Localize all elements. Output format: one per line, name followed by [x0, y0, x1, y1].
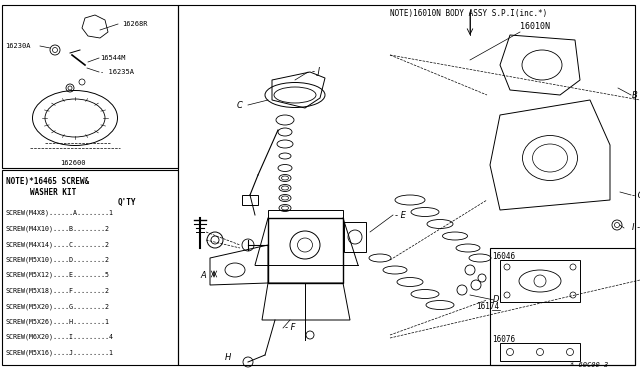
Text: - E: - E — [395, 211, 406, 219]
Text: SCREW(M5X26)....H........1: SCREW(M5X26)....H........1 — [5, 318, 109, 325]
Text: C: C — [237, 100, 243, 109]
Text: SCREW(M4X14)....C........2: SCREW(M4X14)....C........2 — [5, 241, 109, 247]
Text: NOTE)16010N BODY ASSY S.P.I(inc.*): NOTE)16010N BODY ASSY S.P.I(inc.*) — [390, 9, 547, 18]
Text: - G: - G — [632, 190, 640, 199]
Text: H: H — [225, 353, 231, 362]
Bar — [2, 170, 178, 365]
Text: NOTE)*16465 SCREW&: NOTE)*16465 SCREW& — [6, 177, 89, 186]
Text: 16174: 16174 — [476, 302, 499, 311]
Text: 16268R: 16268R — [122, 21, 147, 27]
Text: 16544M: 16544M — [100, 55, 125, 61]
Text: SCREW(M4X10)....B........2: SCREW(M4X10)....B........2 — [5, 225, 109, 232]
Text: 16230A: 16230A — [5, 43, 31, 49]
Text: A: A — [200, 270, 205, 279]
Text: 16076: 16076 — [492, 335, 515, 344]
Text: - 16235A: - 16235A — [100, 69, 134, 75]
Text: SCREW(M5X10)....D........2: SCREW(M5X10)....D........2 — [5, 257, 109, 263]
Bar — [344, 222, 366, 252]
Text: SCREW(M5X16)....J.........1: SCREW(M5X16)....J.........1 — [5, 350, 113, 356]
Text: 16046: 16046 — [492, 252, 515, 261]
Text: I -: I - — [632, 224, 640, 232]
Bar — [268, 218, 343, 283]
Text: - F: - F — [285, 324, 296, 333]
Text: - J: - J — [312, 67, 320, 77]
Text: D: D — [493, 295, 499, 305]
Text: 162600: 162600 — [60, 160, 86, 166]
Bar — [500, 260, 580, 302]
Text: SCREW(M5X18)....F........2: SCREW(M5X18)....F........2 — [5, 288, 109, 294]
Text: B: B — [632, 90, 637, 99]
Text: * 60C00 3: * 60C00 3 — [570, 362, 608, 368]
Bar — [242, 195, 258, 205]
Bar — [178, 5, 635, 365]
Bar — [2, 5, 178, 168]
Text: SCREW(M5X20)....G........2: SCREW(M5X20)....G........2 — [5, 303, 109, 310]
Text: WASHER KIT: WASHER KIT — [30, 188, 76, 197]
Bar — [500, 343, 580, 361]
Bar — [490, 248, 635, 365]
Text: SCREW(M4X8)......A........1: SCREW(M4X8)......A........1 — [5, 210, 113, 217]
Text: Q'TY: Q'TY — [118, 198, 136, 207]
Text: 16010N: 16010N — [520, 22, 550, 31]
Text: SCREW(M5X12)....E........5: SCREW(M5X12)....E........5 — [5, 272, 109, 279]
Text: SCREW(M6X20)....I.........4: SCREW(M6X20)....I.........4 — [5, 334, 113, 340]
